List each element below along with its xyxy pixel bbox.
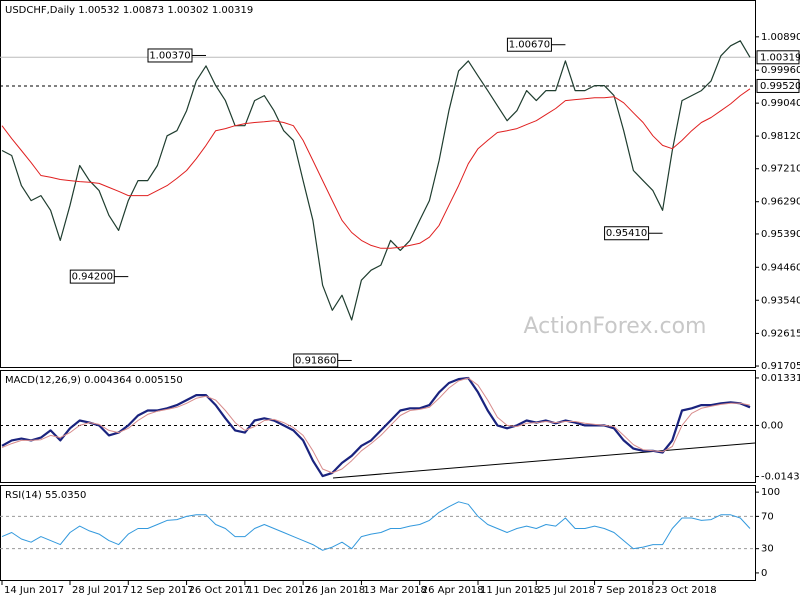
- x-tick-label: 26 Jan 2018: [305, 585, 365, 596]
- y-tick-label: 0.91705: [761, 361, 800, 372]
- y-tick-label: 70: [761, 511, 774, 522]
- annotation-label: 1.00370: [149, 50, 190, 61]
- series-line: [1, 40, 751, 321]
- y-tick-label: -0.014323: [761, 472, 800, 483]
- annotation-label: 0.95410: [606, 228, 647, 239]
- y-tick-label: 0.013319: [761, 373, 800, 384]
- price-level-box: [756, 78, 800, 93]
- annotation-box: [69, 269, 115, 284]
- y-tick-label: 0.93540: [761, 295, 800, 306]
- y-tick-label: 1.00890: [761, 32, 800, 43]
- y-tick-label: 0.99040: [761, 98, 800, 109]
- x-tick-label: 23 Oct 2018: [655, 585, 717, 596]
- panel-frame: [0, 370, 756, 483]
- watermark: ActionForex.com: [524, 314, 707, 339]
- y-tick-label: 0.92615: [761, 328, 800, 339]
- y-tick-label: 0.99960: [761, 65, 800, 76]
- panel-title: MACD(12,26,9) 0.004364 0.005150: [5, 375, 183, 386]
- x-tick-label: 26 Oct 2017: [189, 585, 251, 596]
- price-level-label: 1.00319: [760, 52, 800, 63]
- x-tick-label: 13 Mar 2018: [363, 585, 426, 596]
- y-tick-label: 0.94460: [761, 262, 800, 273]
- y-tick-label: 30: [761, 544, 774, 555]
- annotation-label: 0.94200: [72, 272, 113, 283]
- y-tick-label: 0.00: [761, 420, 783, 431]
- series-line: [1, 377, 751, 474]
- annotation-box: [604, 226, 650, 241]
- y-tick-label: 0.95390: [761, 229, 800, 240]
- x-tick-label: 28 Jul 2017: [72, 585, 129, 596]
- x-tick-label: 14 Jun 2017: [4, 585, 64, 596]
- annotation-label: 0.91860: [295, 355, 336, 366]
- annotation-label: 1.00670: [509, 40, 550, 51]
- x-tick-label: 11 Jun 2018: [480, 585, 540, 596]
- macd-trendline: [332, 442, 756, 479]
- panel-title: RSI(14) 55.0350: [5, 490, 86, 501]
- x-tick-label: 12 Sep 2017: [130, 585, 193, 596]
- x-tick-label: 7 Sep 2018: [597, 585, 654, 596]
- y-tick-label: 0: [761, 568, 767, 579]
- price-level-box: [756, 50, 800, 65]
- series-line: [1, 376, 751, 478]
- y-tick-label: 0.96290: [761, 197, 800, 208]
- x-tick-label: 11 Dec 2017: [247, 585, 311, 596]
- x-tick-label: 26 Apr 2018: [422, 585, 484, 596]
- panel-frame: [0, 485, 756, 581]
- series-line: [1, 501, 751, 551]
- price-level-label: 0.99520: [760, 81, 800, 92]
- panel-frame: [0, 0, 756, 368]
- x-tick-label: 25 Jul 2018: [538, 585, 595, 596]
- annotation-box: [293, 353, 339, 368]
- panel-title: USDCHF,Daily 1.00532 1.00873 1.00302 1.0…: [5, 5, 253, 16]
- y-tick-label: 0.98120: [761, 131, 800, 142]
- y-tick-label: 0.97210: [761, 164, 800, 175]
- y-tick-label: 100: [761, 487, 780, 498]
- annotation-box: [147, 48, 193, 63]
- series-line: [1, 88, 751, 249]
- annotation-box: [506, 37, 552, 52]
